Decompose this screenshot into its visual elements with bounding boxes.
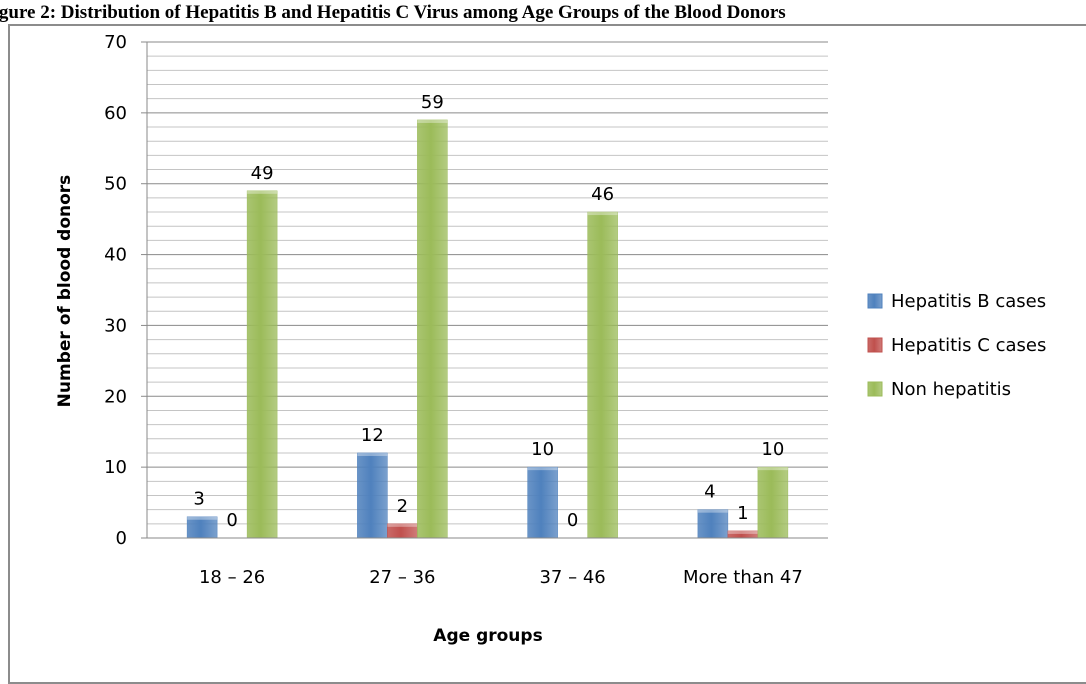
figure-caption-text: Figure 2: Distribution of Hepatitis B an… (0, 2, 786, 23)
bar-non-hepatitis (246, 190, 278, 539)
data-label: 2 (397, 496, 408, 517)
data-labels: 3 0 49 12 2 59 10 0 46 4 1 10 (193, 92, 784, 531)
bar-non-hepatitis (757, 466, 789, 539)
data-label: 10 (761, 439, 784, 460)
legend-swatch (867, 293, 883, 309)
bar-highlight (417, 119, 448, 123)
bar-hepatitis-b-cases (697, 509, 729, 539)
legend-label: Hepatitis C cases (891, 335, 1046, 356)
bar-highlight (757, 467, 788, 471)
data-label: 0 (226, 510, 237, 531)
y-tick-labels: 0 10 20 30 40 50 60 70 (104, 32, 127, 549)
legend-swatch (867, 337, 883, 353)
legend-label: Non hepatitis (891, 379, 1011, 400)
data-label: 3 (193, 489, 204, 510)
bar-highlight (387, 523, 418, 527)
bar-highlight (357, 452, 388, 456)
bar-highlight (587, 212, 618, 216)
data-label: 4 (704, 482, 715, 503)
y-tick-label: 30 (104, 315, 127, 336)
y-tick-label: 20 (104, 386, 127, 407)
bars (186, 119, 789, 539)
bar-highlight (187, 516, 218, 520)
y-tick-label: 10 (104, 457, 127, 478)
axes (141, 41, 828, 539)
bar-highlight (247, 190, 278, 194)
data-label: 46 (591, 184, 614, 205)
x-tick-label: 18 – 26 (199, 567, 265, 588)
data-label: 1 (737, 503, 748, 524)
x-tick-label: 27 – 36 (369, 567, 435, 588)
bar-hepatitis-b-cases (527, 466, 558, 539)
bar-hepatitis-b-cases (186, 516, 218, 539)
y-tick-label: 70 (104, 32, 127, 53)
y-axis-title: Number of blood donors (55, 175, 75, 408)
bar-non-hepatitis (417, 119, 448, 539)
x-tick-label: More than 47 (683, 567, 803, 588)
figure-caption: Figure 2: Distribution of Hepatitis B an… (0, 0, 1086, 26)
data-label: 12 (361, 425, 384, 446)
bar-highlight (727, 530, 758, 534)
data-label: 59 (421, 92, 444, 113)
data-label: 10 (531, 439, 554, 460)
legend: Hepatitis B cases Hepatitis C cases Non he… (867, 291, 1046, 400)
bar-hepatitis-b-cases (357, 452, 388, 539)
data-label: 0 (567, 510, 578, 531)
x-tick-label: 37 – 46 (539, 567, 605, 588)
bar-non-hepatitis (587, 211, 618, 539)
bar-highlight (697, 509, 728, 513)
y-tick-label: 40 (104, 245, 127, 266)
legend-swatch (867, 381, 883, 397)
x-axis-title: Age groups (433, 626, 542, 646)
y-tick-label: 0 (116, 528, 127, 549)
y-tick-label: 60 (104, 103, 127, 124)
bar-highlight (527, 467, 558, 471)
x-tick-labels: 18 – 26 27 – 36 37 – 46 More than 47 (199, 567, 803, 588)
data-label: 49 (251, 163, 274, 184)
legend-label: Hepatitis B cases (891, 291, 1046, 312)
y-tick-label: 50 (104, 174, 127, 195)
